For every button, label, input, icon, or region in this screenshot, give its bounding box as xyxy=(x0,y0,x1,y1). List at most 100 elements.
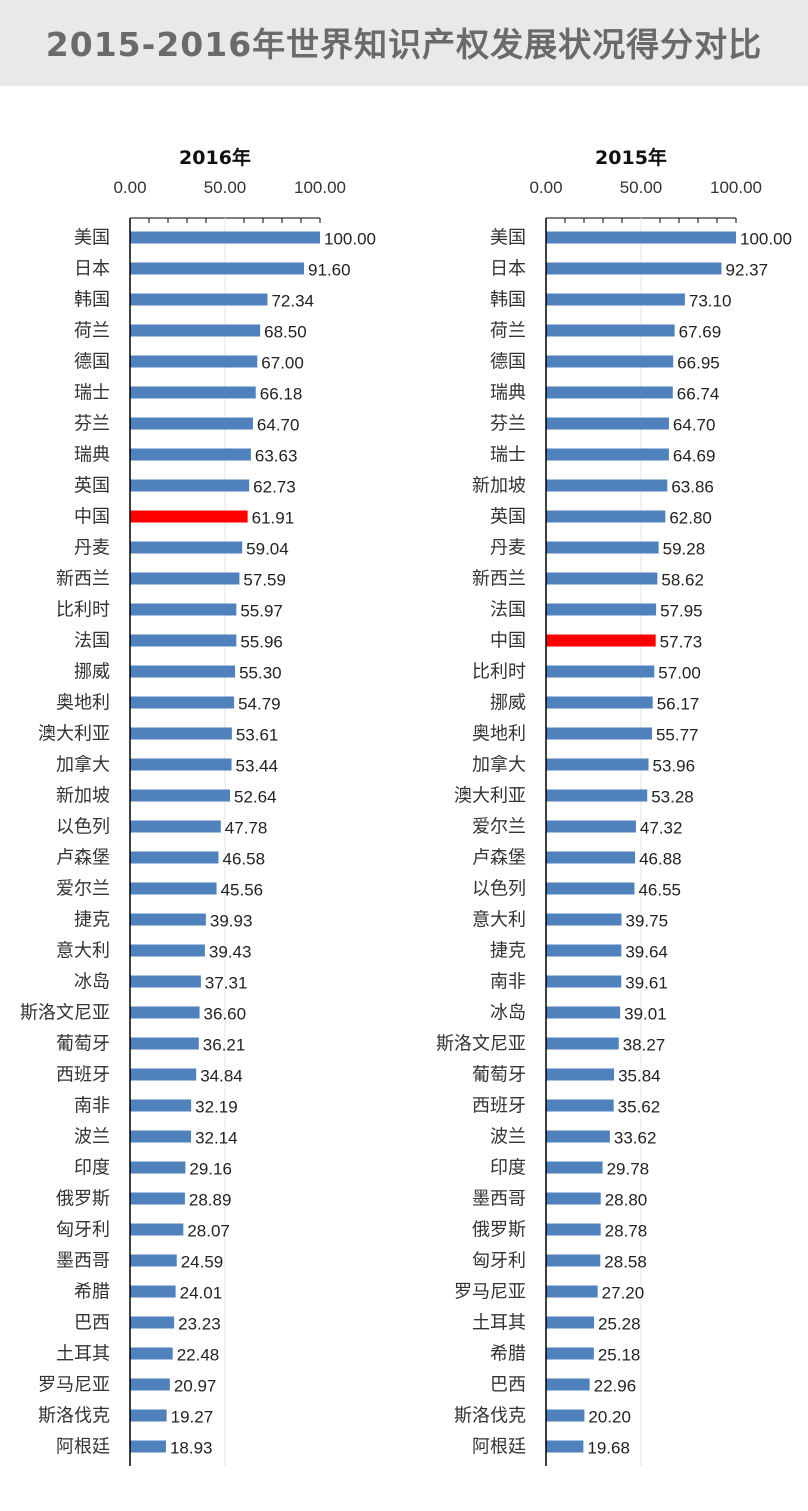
c2016-bar xyxy=(130,789,231,802)
c2015-chart-title: 2015年 xyxy=(595,146,667,169)
c2015-bar xyxy=(546,479,668,492)
c2016-value-label: 36.60 xyxy=(204,1005,247,1024)
c2015-value-label: 33.62 xyxy=(614,1129,657,1148)
c2015-value-label: 59.28 xyxy=(663,540,706,559)
c2016-bar xyxy=(130,975,201,988)
c2015-bar xyxy=(546,1192,601,1205)
c2015-category-label: 荷兰 xyxy=(490,321,526,342)
c2016-category-label: 土耳其 xyxy=(56,1344,110,1365)
c2015-value-label: 47.32 xyxy=(640,819,683,838)
c2015-bar xyxy=(546,1223,601,1236)
c2015-bar xyxy=(546,1161,603,1174)
c2015-value-label: 39.01 xyxy=(624,1005,667,1024)
c2016-value-label: 28.89 xyxy=(189,1191,232,1210)
c2015-value-label: 67.69 xyxy=(679,323,722,342)
c2015-bar xyxy=(546,758,649,771)
c2015-value-label: 22.96 xyxy=(594,1377,637,1396)
c2016-bar xyxy=(130,882,217,895)
c2016-bar xyxy=(130,324,261,337)
c2015-category-label: 英国 xyxy=(490,507,526,528)
c2015-value-label: 25.18 xyxy=(598,1346,641,1365)
c2016-bar xyxy=(130,758,232,771)
c2015-category-label: 墨西哥 xyxy=(472,1189,526,1210)
c2016-bar xyxy=(130,231,320,244)
c2015-category-label: 俄罗斯 xyxy=(472,1220,526,1241)
c2015-category-label: 罗马尼亚 xyxy=(454,1282,526,1303)
c2016-value-label: 91.60 xyxy=(308,261,351,280)
c2016-category-label: 韩国 xyxy=(74,290,110,311)
c2015-value-label: 27.20 xyxy=(602,1284,645,1303)
c2015-bar xyxy=(546,1099,614,1112)
c2016-value-label: 29.16 xyxy=(189,1160,232,1179)
c2016-bar xyxy=(130,727,232,740)
c2015-bar xyxy=(546,975,622,988)
c2016-value-label: 57.59 xyxy=(243,571,286,590)
c2016-value-label: 55.97 xyxy=(240,602,283,621)
c2016-value-label: 72.34 xyxy=(271,292,314,311)
c2016-category-label: 中国 xyxy=(74,507,110,528)
c2015-value-label: 64.69 xyxy=(673,447,716,466)
c2016-value-label: 19.27 xyxy=(171,1408,214,1427)
c2015-category-label: 丹麦 xyxy=(490,538,526,559)
c2016-value-label: 39.93 xyxy=(210,912,253,931)
c2016-category-label: 瑞士 xyxy=(74,383,110,404)
c2015-value-label: 63.86 xyxy=(671,478,714,497)
c2015-bar xyxy=(546,696,653,709)
c2015-value-label: 64.70 xyxy=(673,416,716,435)
c2016-bar xyxy=(130,1254,177,1267)
c2016-value-label: 24.01 xyxy=(180,1284,223,1303)
c2015-bar xyxy=(546,1068,615,1081)
c2016-value-label: 18.93 xyxy=(170,1439,213,1458)
c2016-bar xyxy=(130,386,256,399)
c2016-category-label: 罗马尼亚 xyxy=(38,1375,110,1396)
c2016-value-label: 32.19 xyxy=(195,1098,238,1117)
c2015-value-label: 39.61 xyxy=(625,974,668,993)
c2016-bar xyxy=(130,1192,185,1205)
c2015-bar xyxy=(546,1037,619,1050)
c2015-value-label: 53.96 xyxy=(653,757,696,776)
c2015-category-label: 爱尔兰 xyxy=(472,817,526,838)
title-bar: 2015-2016年世界知识产权发展状况得分对比 xyxy=(0,0,808,86)
c2016-category-label: 德国 xyxy=(74,352,110,373)
c2015-category-label: 土耳其 xyxy=(472,1313,526,1334)
c2015-category-label: 捷克 xyxy=(490,941,526,962)
c2015-category-label: 加拿大 xyxy=(472,754,526,776)
c2016-tick-label: 50.00 xyxy=(204,178,247,197)
c2016-value-label: 63.63 xyxy=(255,447,298,466)
c2015-bar xyxy=(546,541,659,554)
c2016-value-label: 39.43 xyxy=(209,943,252,962)
c2016-category-label: 墨西哥 xyxy=(56,1251,110,1272)
c2016-value-label: 32.14 xyxy=(195,1129,238,1148)
c2016-value-label: 54.79 xyxy=(238,695,281,714)
c2016-category-label: 匈牙利 xyxy=(56,1220,110,1241)
c2016-value-label: 66.18 xyxy=(260,385,303,404)
c2016-bar xyxy=(130,603,237,616)
c2016-bar xyxy=(130,262,305,275)
c2015-bar xyxy=(546,572,658,585)
c2016-value-label: 64.70 xyxy=(257,416,300,435)
c2015-bar xyxy=(546,603,657,616)
c2015-bar xyxy=(546,1440,584,1453)
c2015-value-label: 38.27 xyxy=(623,1036,666,1055)
c2016-category-label: 意大利 xyxy=(56,941,110,962)
c2016-category-label: 斯洛伐克 xyxy=(38,1406,110,1427)
c2015-category-label: 卢森堡 xyxy=(472,848,526,869)
c2015-value-label: 92.37 xyxy=(726,261,769,280)
c2016-value-label: 36.21 xyxy=(203,1036,246,1055)
c2016-bar xyxy=(130,541,243,554)
c2016-value-label: 52.64 xyxy=(234,788,277,807)
c2016-category-label: 芬兰 xyxy=(74,414,110,435)
c2015-category-label: 以色列 xyxy=(472,879,526,900)
c2016-value-label: 53.44 xyxy=(236,757,279,776)
c2016-bar xyxy=(130,1347,173,1360)
c2015-bar xyxy=(546,1409,585,1422)
c2015-category-label: 印度 xyxy=(490,1158,526,1179)
c2016-category-label: 挪威 xyxy=(74,662,110,683)
c2016-bar xyxy=(130,851,219,864)
c2015-category-label: 希腊 xyxy=(490,1344,526,1365)
c2016-category-label: 瑞典 xyxy=(74,445,110,466)
c2016-value-label: 20.97 xyxy=(174,1377,217,1396)
c2016-category-label: 捷克 xyxy=(74,910,110,931)
c2016-category-label: 新加坡 xyxy=(56,786,110,807)
